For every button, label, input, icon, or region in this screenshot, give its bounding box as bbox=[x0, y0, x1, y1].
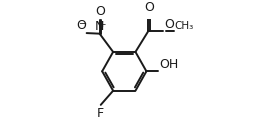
Text: N: N bbox=[95, 20, 104, 33]
Text: O: O bbox=[96, 5, 106, 18]
Text: −: − bbox=[79, 19, 87, 29]
Text: O: O bbox=[144, 1, 154, 14]
Text: +: + bbox=[98, 20, 106, 29]
Text: O: O bbox=[76, 19, 86, 32]
Text: F: F bbox=[96, 107, 104, 120]
Text: CH₃: CH₃ bbox=[175, 21, 194, 31]
Text: OH: OH bbox=[159, 58, 178, 71]
Text: O: O bbox=[164, 18, 174, 31]
